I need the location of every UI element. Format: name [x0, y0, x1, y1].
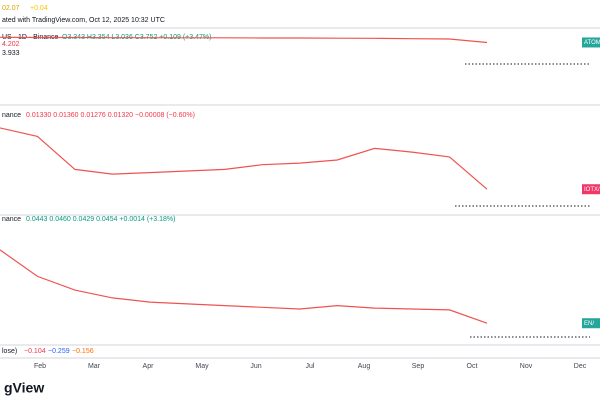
x-axis-label: Oct: [467, 363, 478, 370]
price-line: [0, 249, 488, 324]
price-line: [0, 36, 488, 44]
indicator-name: lose): [2, 348, 17, 355]
legend-extra: 3.933: [2, 50, 20, 57]
x-axis-label: Sep: [412, 363, 425, 370]
x-axis-label: Aug: [358, 363, 371, 370]
badge-label: EN/: [584, 321, 594, 327]
legend-values: 0.01330 0.01360 0.01276 0.01320 −0.00008…: [26, 112, 195, 119]
x-axis-label: Dec: [574, 363, 587, 370]
logo: gView: [4, 380, 44, 396]
x-axis-label: Nov: [520, 363, 533, 370]
badge-label: ATOM/: [584, 40, 600, 46]
x-axis-label: Mar: [88, 363, 101, 370]
legend-name: nance: [2, 112, 21, 119]
x-axis-label: Jul: [306, 363, 315, 370]
x-axis-label: Apr: [143, 363, 155, 370]
header-price: 02.07: [2, 5, 20, 12]
indicator-value: −0.104: [24, 348, 46, 355]
x-axis-label: Feb: [34, 363, 46, 370]
legend-name: nance: [2, 216, 21, 223]
price-badge: [582, 37, 600, 48]
indicator-value: −0.156: [72, 348, 94, 355]
published: ated with TradingView.com, Oct 12, 2025 …: [2, 17, 165, 24]
x-axis-label: Jun: [250, 363, 261, 370]
price-line: [0, 127, 488, 190]
legend-extra: 4.202: [2, 41, 20, 48]
price-badge: [582, 184, 600, 195]
indicator-value: −0.259: [48, 348, 70, 355]
legend-values: 0.0443 0.0460 0.0429 0.0454 +0.0014 (+3.…: [26, 216, 175, 223]
header-change: +0.04: [30, 5, 48, 12]
x-axis-label: May: [195, 363, 209, 370]
price-badge: [582, 318, 600, 329]
badge-label: IOTX/: [584, 187, 600, 193]
